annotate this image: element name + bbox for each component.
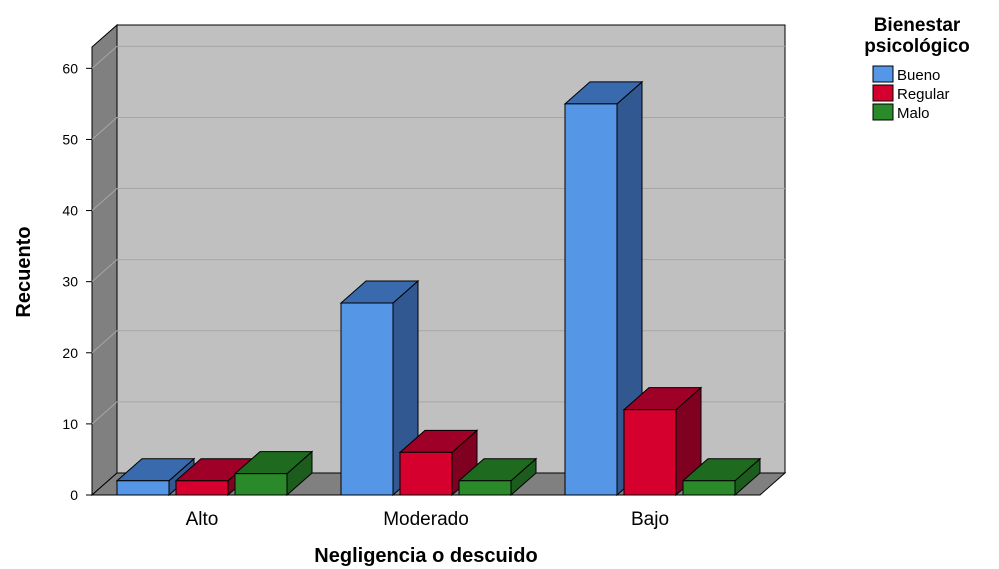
y-tick-label: 50 — [62, 131, 78, 147]
legend-title-line-2: psicológico — [864, 36, 970, 57]
legend-label: Regular — [897, 86, 950, 103]
y-axis-ticks: 0 10 20 30 40 50 60 — [62, 60, 92, 503]
bar-front — [458, 480, 512, 496]
bar-front — [175, 480, 229, 496]
legend-label: Bueno — [897, 67, 940, 84]
bar-front — [234, 473, 288, 496]
x-axis-ticks: Alto Moderado Bajo — [186, 509, 669, 530]
legend-label: Malo — [897, 105, 930, 122]
legend-title-line-1: Bienestar — [874, 15, 961, 36]
y-tick-label: 20 — [62, 345, 78, 361]
gridlines — [91, 45, 785, 425]
x-tick-label: Alto — [186, 509, 219, 530]
y-tick-label: 0 — [70, 487, 78, 503]
bar — [115, 457, 196, 497]
y-tick-label: 30 — [62, 274, 78, 290]
bar-front — [564, 103, 618, 496]
bar-front — [623, 409, 677, 496]
left-wall — [91, 23, 118, 497]
legend-swatch — [872, 84, 894, 102]
bar — [398, 429, 479, 497]
legend-items: Bueno Regular Malo — [872, 65, 950, 122]
bar-front — [116, 480, 170, 496]
bar — [681, 457, 762, 497]
y-tick-label: 60 — [62, 60, 78, 76]
bar — [563, 80, 644, 497]
bars — [115, 80, 762, 497]
gridline — [91, 401, 785, 425]
x-axis-title: Negligencia o descuido — [314, 545, 537, 567]
y-axis-title: Recuento — [13, 226, 35, 317]
y-tick-label: 10 — [62, 416, 78, 432]
x-tick-label: Moderado — [383, 509, 469, 530]
legend-swatch — [872, 103, 894, 121]
gridline — [91, 330, 785, 354]
bar — [622, 386, 703, 497]
x-tick-label: Bajo — [631, 509, 669, 530]
bar-front — [682, 480, 736, 496]
bar-front — [340, 302, 394, 496]
gridline — [91, 259, 785, 283]
y-tick-label: 40 — [62, 203, 78, 219]
gridline — [91, 188, 785, 211]
bar — [233, 450, 314, 497]
legend-swatch — [872, 65, 894, 83]
gridline — [91, 116, 785, 140]
gridline — [91, 45, 785, 69]
bar-front — [399, 451, 453, 496]
legend: Bienestar psicológico Bueno Regular Malo — [864, 15, 970, 122]
bar — [457, 457, 538, 497]
